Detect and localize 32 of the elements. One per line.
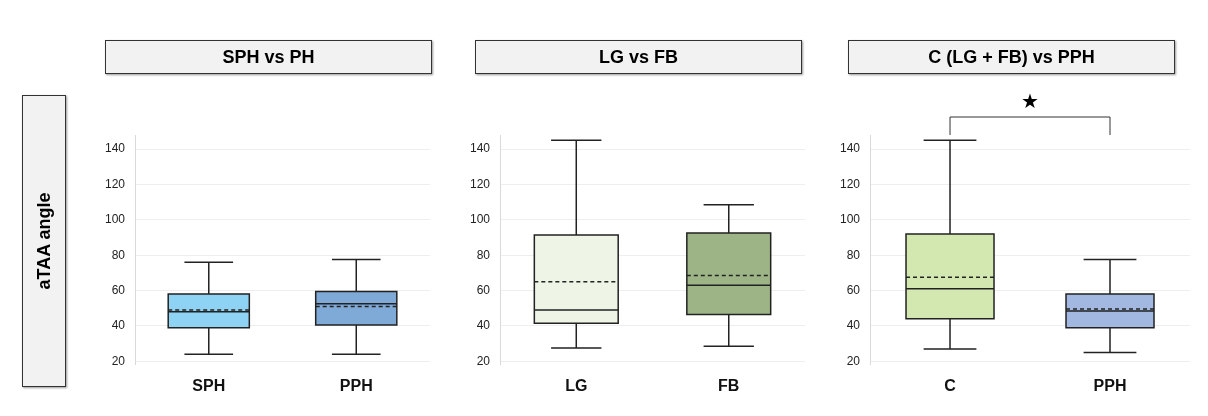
- y-tick-label: 140: [839, 141, 861, 156]
- y-tick-label: 60: [476, 282, 491, 297]
- y-tick-label: 140: [469, 141, 491, 156]
- y-tick-label: 100: [104, 212, 126, 227]
- y-tick-label: 60: [111, 282, 126, 297]
- chart-title: SPH vs PH: [105, 40, 432, 74]
- y-tick-label: 80: [846, 247, 861, 262]
- chart-title: LG vs FB: [475, 40, 802, 74]
- chart-title: C (LG + FB) vs PPH: [848, 40, 1175, 74]
- y-tick-label: 20: [111, 353, 126, 368]
- y-axis-title: aTAA angle: [33, 192, 55, 290]
- text: ★: [1021, 89, 1039, 114]
- y-tick-label: 80: [476, 247, 491, 262]
- x-tick-label: LG: [565, 376, 588, 394]
- y-tick-label: 120: [104, 176, 126, 191]
- y-tick-label: 120: [469, 176, 491, 191]
- y-tick-label: 40: [111, 318, 126, 333]
- y-tick-label: 20: [846, 353, 861, 368]
- x-tick-label: SPH: [192, 376, 226, 394]
- y-tick-label: 40: [846, 318, 861, 333]
- x-tick-label: C: [944, 376, 957, 394]
- y-tick-label: 100: [839, 212, 861, 227]
- x-tick-label: PPH: [339, 376, 373, 394]
- y-tick-label: 120: [839, 176, 861, 191]
- y-tick-label: 60: [846, 282, 861, 297]
- y-tick-label: 20: [476, 353, 491, 368]
- x-tick-label: FB: [718, 376, 740, 394]
- y-tick-label: 40: [476, 318, 491, 333]
- y-tick-label: 100: [469, 212, 491, 227]
- x-tick-label: PPH: [1093, 376, 1127, 394]
- y-tick-label: 80: [111, 247, 126, 262]
- y-tick-label: 140: [104, 141, 126, 156]
